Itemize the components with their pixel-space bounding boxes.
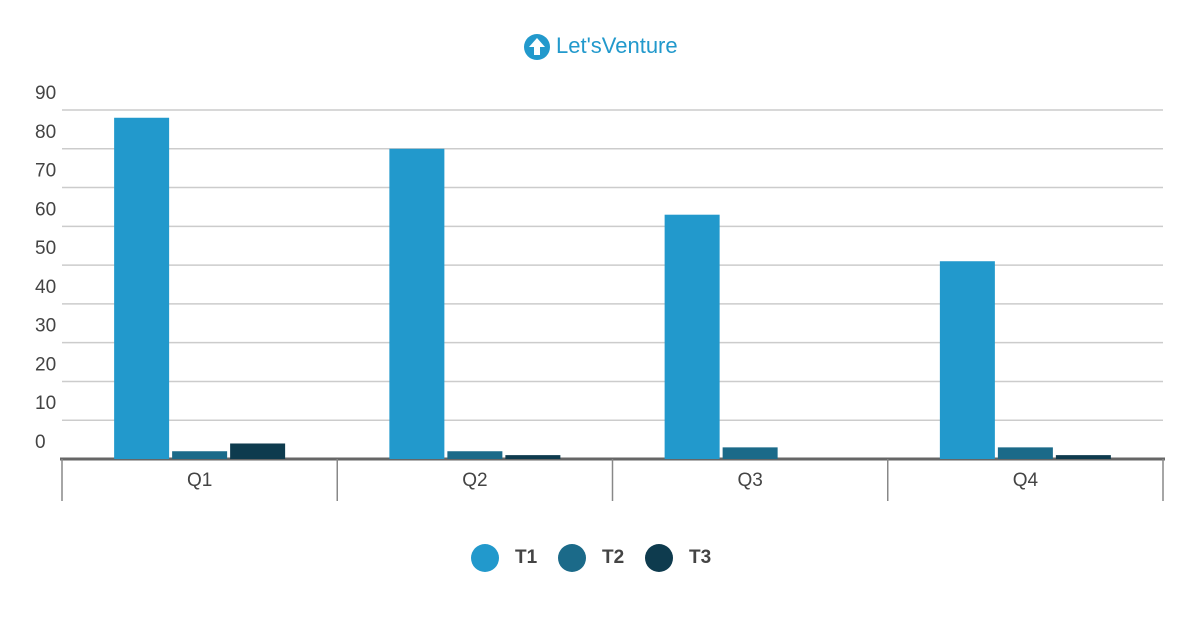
legend-label: T2: [602, 547, 624, 568]
bar: [230, 443, 286, 459]
bar: [1055, 455, 1111, 459]
x-tick-label: Q2: [462, 470, 487, 491]
y-tick-label: 80: [35, 122, 56, 143]
bar: [114, 117, 170, 459]
y-tick-label: 60: [35, 199, 56, 220]
y-tick-label: 50: [35, 238, 56, 259]
y-tick-label: 90: [35, 83, 56, 104]
legend-label: T1: [515, 547, 538, 568]
legend-marker: [645, 544, 673, 572]
bar: [664, 214, 720, 459]
y-tick-label: 10: [35, 393, 56, 414]
bar: [389, 148, 445, 459]
y-tick-label: 70: [35, 161, 56, 182]
bar: [172, 451, 228, 459]
x-tick-label: Q3: [737, 470, 762, 491]
bar: [447, 451, 503, 459]
bar: [997, 447, 1053, 459]
bar: [939, 261, 995, 459]
legend-marker: [558, 544, 586, 572]
bar: [505, 455, 561, 459]
y-tick-label: 20: [35, 354, 56, 375]
x-tick-label: Q1: [187, 470, 212, 491]
y-tick-label: 0: [35, 432, 46, 453]
y-tick-label: 30: [35, 316, 56, 337]
legend-marker: [471, 544, 499, 572]
logo: Let'sVenture: [524, 33, 678, 60]
x-tick-label: Q4: [1013, 470, 1039, 491]
logo-arrow: [529, 38, 545, 55]
chart-title: Let'sVenture: [556, 33, 678, 58]
legend-label: T3: [689, 547, 711, 568]
y-tick-label: 40: [35, 277, 56, 298]
bar: [722, 447, 778, 459]
